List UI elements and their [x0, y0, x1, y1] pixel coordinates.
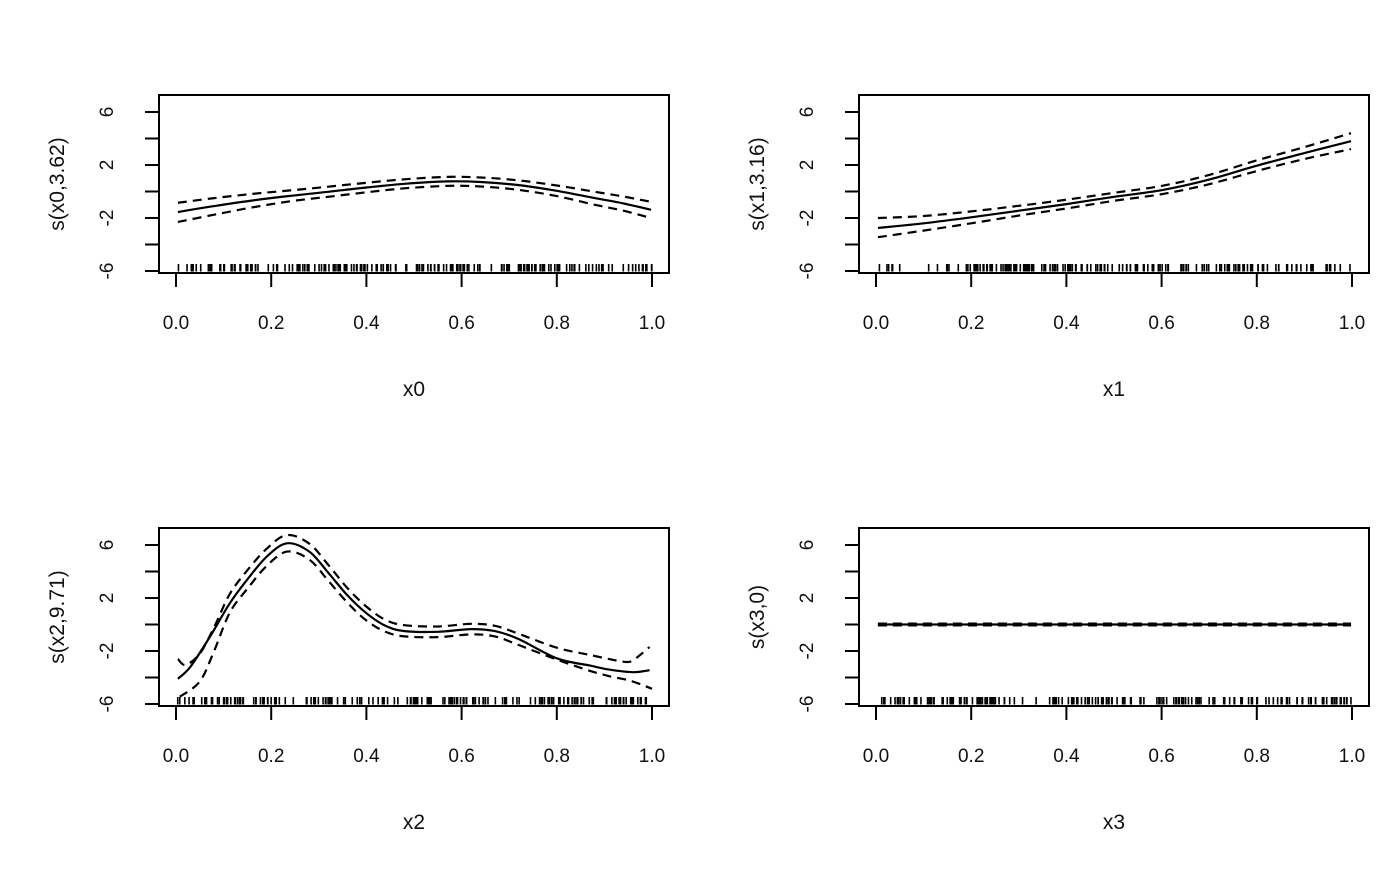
- x-tick-label: 0.4: [1053, 313, 1080, 334]
- plot-frame: [158, 94, 670, 274]
- fit-line: [177, 542, 650, 680]
- y-axis-title: s(x1,3.16): [746, 137, 769, 230]
- y-axis-title: s(x3,0): [746, 585, 769, 649]
- x-tick-label: 0.6: [1148, 746, 1174, 767]
- y-tick-label: -2: [97, 210, 118, 227]
- plot-area: 0.0 0.2 0.4 0.6 0.8 1.0 -6 -2 2 6: [797, 94, 1370, 334]
- lower-ci-line: [877, 148, 1352, 239]
- x-tick-label: 1.0: [639, 313, 665, 334]
- x-tick-label: 0.6: [1148, 313, 1174, 334]
- panel-s-x2-svg: 0.0 0.2 0.4 0.6 0.8 1.0 -6 -2 2 6 x2 s(x2,9.71): [46, 527, 670, 834]
- panel-s-x0-svg: 0.0 0.2 0.4 0.6 0.8 1.0 -6 -2 2 6 x0 s(x0,3.62): [46, 94, 670, 401]
- fit-line: [177, 180, 652, 214]
- y-tick-label: 2: [797, 593, 818, 604]
- plot-area: 0.0 0.2 0.4 0.6 0.8 1.0 -6 -2 2 6: [97, 527, 670, 767]
- y-axis-title: s(x0,3.62): [46, 137, 69, 230]
- x-tick-label: 0.0: [163, 746, 189, 767]
- x-tick-label: 0.8: [1244, 746, 1270, 767]
- y-tick-label: 6: [797, 107, 818, 118]
- y-tick-label: -2: [797, 210, 818, 227]
- x-tick-label: 0.2: [958, 313, 984, 334]
- panel-s-x0: 0.0 0.2 0.4 0.6 0.8 1.0 -6 -2 2 6 x0 s(x0,3.62): [0, 0, 700, 433]
- plot-frame: [158, 527, 670, 707]
- x-axis-title: x1: [1103, 378, 1125, 401]
- x-axis-title: x0: [403, 378, 425, 401]
- x-axis-title: x3: [1103, 811, 1125, 834]
- panel-s-x3: 0.0 0.2 0.4 0.6 0.8 1.0 -6 -2 2 6 x3 s(x3,0): [700, 433, 1400, 866]
- y-tick-label: 2: [97, 160, 118, 171]
- lower-ci-line: [177, 184, 652, 224]
- x-tick-label: 0.2: [958, 746, 984, 767]
- x-tick-label: 0.4: [353, 746, 380, 767]
- panel-s-x3-svg: 0.0 0.2 0.4 0.6 0.8 1.0 -6 -2 2 6 x3 s(x3,0): [746, 527, 1370, 834]
- panel-s-x1: 0.0 0.2 0.4 0.6 0.8 1.0 -6 -2 2 6 x1 s(x1,3.16): [700, 0, 1400, 433]
- panel-s-x2: 0.0 0.2 0.4 0.6 0.8 1.0 -6 -2 2 6 x2 s(x2,9.71): [0, 433, 700, 866]
- y-tick-label: -6: [97, 696, 118, 713]
- fit-line: [877, 140, 1352, 230]
- x-tick-label: 1.0: [1339, 746, 1365, 767]
- x-axis-title: x2: [403, 811, 425, 834]
- x-tick-label: 0.8: [544, 746, 570, 767]
- y-tick-label: -6: [97, 263, 118, 280]
- y-tick-label: -2: [797, 643, 818, 660]
- x-tick-label: 0.0: [163, 313, 189, 334]
- y-tick-label: -2: [97, 643, 118, 660]
- x-tick-label: 0.6: [448, 746, 474, 767]
- x-tick-label: 0.6: [448, 313, 474, 334]
- y-axis-title: s(x2,9.71): [46, 570, 69, 663]
- x-tick-label: 0.0: [863, 313, 889, 334]
- x-tick-label: 0.2: [258, 313, 284, 334]
- lower-ci-line: [179, 550, 653, 698]
- plot-frame: [858, 94, 1370, 274]
- upper-ci-line: [177, 533, 651, 667]
- y-tick-label: 6: [97, 107, 118, 118]
- y-tick-label: -6: [797, 263, 818, 280]
- y-tick-label: 6: [797, 540, 818, 551]
- x-tick-label: 0.2: [258, 746, 284, 767]
- x-tick-label: 1.0: [639, 746, 665, 767]
- y-tick-label: -6: [797, 696, 818, 713]
- plot-area: 0.0 0.2 0.4 0.6 0.8 1.0 -6 -2 2 6: [797, 527, 1370, 767]
- plot-frame: [858, 527, 1370, 707]
- y-tick-label: 2: [797, 160, 818, 171]
- panel-s-x1-svg: 0.0 0.2 0.4 0.6 0.8 1.0 -6 -2 2 6 x1 s(x1,3.16): [746, 94, 1370, 401]
- y-tick-label: 6: [97, 540, 118, 551]
- x-tick-label: 0.8: [1244, 313, 1270, 334]
- upper-ci-line: [877, 132, 1352, 220]
- x-tick-label: 1.0: [1339, 313, 1365, 334]
- x-tick-label: 0.4: [353, 313, 380, 334]
- y-tick-label: 2: [97, 593, 118, 604]
- x-tick-label: 0.4: [1053, 746, 1080, 767]
- upper-ci-line: [177, 175, 652, 204]
- x-tick-label: 0.0: [863, 746, 889, 767]
- plot-area: 0.0 0.2 0.4 0.6 0.8 1.0 -6 -2 2 6: [97, 94, 670, 334]
- x-tick-label: 0.8: [544, 313, 570, 334]
